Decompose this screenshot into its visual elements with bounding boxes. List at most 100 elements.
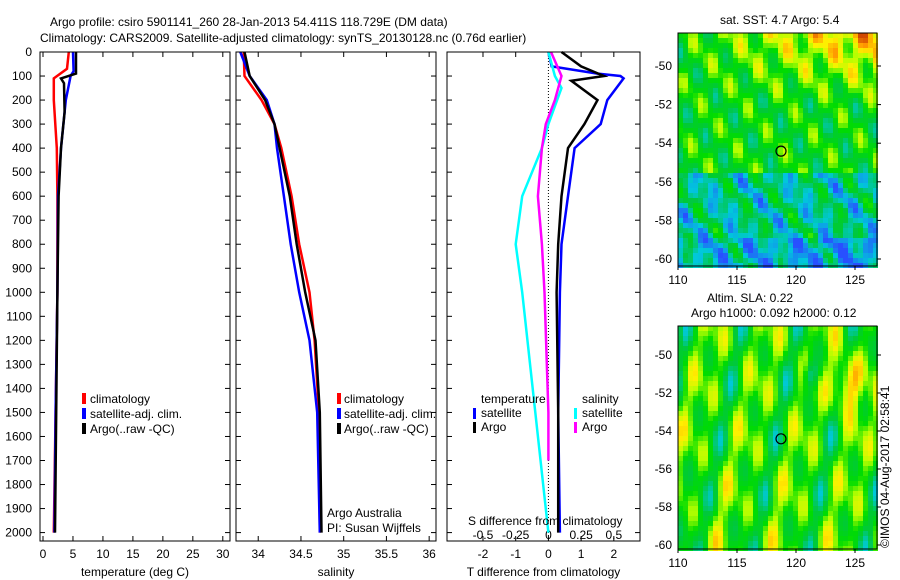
- map-cell: [863, 516, 868, 521]
- map-cell: [773, 98, 778, 103]
- map-cell: [808, 63, 813, 68]
- map-cell: [748, 118, 753, 123]
- map-cell: [738, 461, 743, 466]
- map-cell: [858, 33, 863, 38]
- map-cell: [828, 248, 833, 253]
- map-cell: [738, 446, 743, 451]
- map-cell: [693, 128, 698, 133]
- map-cell: [713, 38, 718, 43]
- map-cell: [738, 481, 743, 486]
- map-cell: [768, 48, 773, 53]
- map-cell: [793, 426, 798, 431]
- map-cell: [823, 108, 828, 113]
- map-cell: [678, 228, 683, 233]
- map-cell: [723, 228, 728, 233]
- map-cell: [793, 118, 798, 123]
- map-cell: [758, 421, 763, 426]
- map-cell: [733, 163, 738, 168]
- map-cell: [833, 431, 838, 436]
- map-cell: [838, 103, 843, 108]
- map-cell: [758, 33, 763, 38]
- map-cell: [848, 471, 853, 476]
- map-cell: [683, 341, 688, 346]
- map-cell: [798, 208, 803, 213]
- map-cell: [738, 248, 743, 253]
- map-cell: [738, 193, 743, 198]
- map-cell: [783, 138, 788, 143]
- map-cell: [798, 203, 803, 208]
- map-cell: [818, 178, 823, 183]
- map-cell: [748, 213, 753, 218]
- map-cell: [703, 223, 708, 228]
- map-cell: [738, 178, 743, 183]
- map-cell: [788, 496, 793, 501]
- map-cell: [713, 496, 718, 501]
- map-cell: [678, 406, 683, 411]
- map-cell: [728, 233, 733, 238]
- map-cell: [873, 208, 878, 213]
- panel-difference: -2 -1 0 1 2T difference from climatology-0.5…: [446, 50, 641, 579]
- map-cell: [723, 336, 728, 341]
- map-cell: [773, 43, 778, 48]
- map-cell: [808, 461, 813, 466]
- map-cell: [733, 501, 738, 506]
- map-cell: [848, 243, 853, 248]
- map-cell: [803, 496, 808, 501]
- map-cell: [748, 326, 753, 331]
- map-cell: [693, 253, 698, 258]
- map-cell: [828, 173, 833, 178]
- map-cell: [833, 541, 838, 546]
- map-cell: [738, 33, 743, 38]
- map-cell: [768, 168, 773, 173]
- map-cell: [718, 476, 723, 481]
- map-cell: [823, 183, 828, 188]
- map-cell: [708, 326, 713, 331]
- map-cell: [803, 133, 808, 138]
- map-cell: [843, 361, 848, 366]
- map-cell: [713, 541, 718, 546]
- map-cell: [693, 153, 698, 158]
- map-cell: [863, 138, 868, 143]
- map-cell: [833, 63, 838, 68]
- map-cell: [688, 208, 693, 213]
- map-cell: [753, 43, 758, 48]
- map-cell: [818, 491, 823, 496]
- map-cell: [818, 83, 823, 88]
- map-cell: [843, 43, 848, 48]
- map-cell: [678, 426, 683, 431]
- map-cell: [728, 536, 733, 541]
- map-cell: [713, 98, 718, 103]
- map-cell: [793, 386, 798, 391]
- map-cell: [768, 331, 773, 336]
- map-cell: [858, 93, 863, 98]
- map-cell: [713, 491, 718, 496]
- map-cell: [773, 223, 778, 228]
- map-cell: [703, 366, 708, 371]
- map-cell: [703, 188, 708, 193]
- map-cell: [743, 148, 748, 153]
- map-cell: [853, 38, 858, 43]
- map-cell: [863, 68, 868, 73]
- map-cell: [728, 396, 733, 401]
- map-cell: [743, 258, 748, 263]
- map-cell: [728, 406, 733, 411]
- map-cell: [683, 258, 688, 263]
- map-cell: [843, 248, 848, 253]
- map-cell: [798, 496, 803, 501]
- map-cell: [773, 501, 778, 506]
- map-cell: [783, 496, 788, 501]
- map-cell: [748, 366, 753, 371]
- map-cell: [698, 173, 703, 178]
- map-cell: [853, 356, 858, 361]
- map-cell: [868, 381, 873, 386]
- map-cell: [818, 88, 823, 93]
- map-cell: [823, 411, 828, 416]
- map-cell: [738, 411, 743, 416]
- map-cell: [823, 253, 828, 258]
- map-cell: [793, 213, 798, 218]
- map-cell: [743, 421, 748, 426]
- map-cell: [868, 456, 873, 461]
- map-cell: [748, 356, 753, 361]
- map-cell: [688, 258, 693, 263]
- map-cell: [803, 143, 808, 148]
